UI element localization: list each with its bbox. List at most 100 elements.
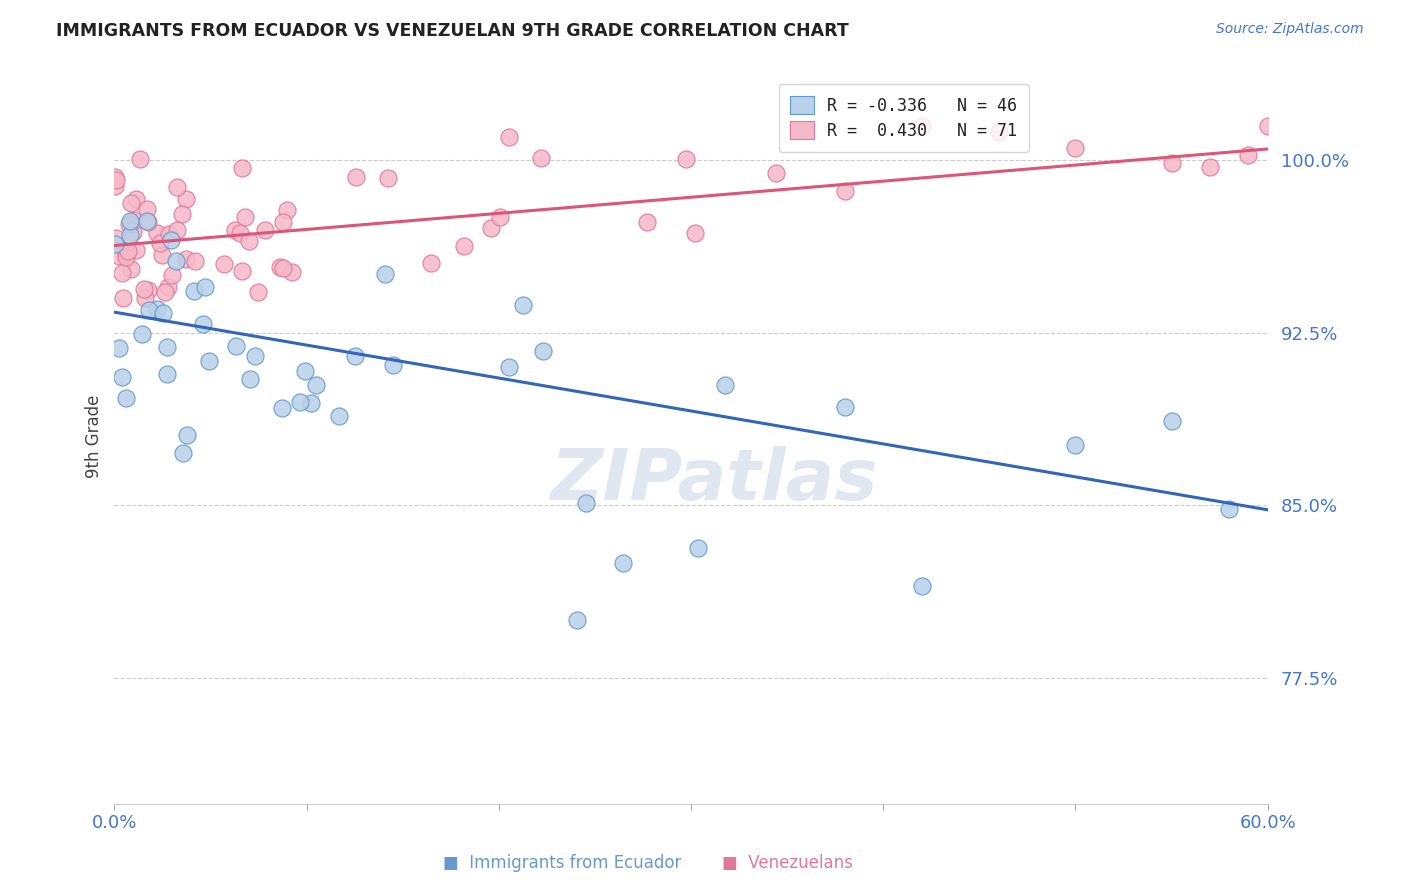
Point bbox=[134, 291, 156, 305]
Point bbox=[479, 221, 502, 235]
Point bbox=[120, 228, 142, 243]
Point bbox=[498, 130, 520, 145]
Point bbox=[374, 267, 396, 281]
Point bbox=[271, 214, 294, 228]
Point bbox=[149, 235, 172, 250]
Text: ZIPatlas: ZIPatlas bbox=[550, 446, 877, 515]
Point bbox=[104, 170, 127, 185]
Point bbox=[305, 378, 328, 392]
Point bbox=[118, 214, 141, 228]
Point bbox=[987, 125, 1010, 139]
Point bbox=[156, 367, 179, 381]
Point bbox=[170, 207, 193, 221]
Point bbox=[183, 284, 205, 298]
Point bbox=[150, 248, 173, 262]
Point bbox=[683, 226, 706, 240]
Point bbox=[269, 260, 291, 275]
Text: ■  Venezuelans: ■ Venezuelans bbox=[721, 855, 853, 872]
Point bbox=[107, 341, 129, 355]
Point bbox=[111, 266, 134, 280]
Point bbox=[197, 353, 219, 368]
Point bbox=[1160, 414, 1182, 428]
Point bbox=[166, 179, 188, 194]
Point bbox=[136, 283, 159, 297]
Point bbox=[138, 302, 160, 317]
Text: ■  Immigrants from Ecuador: ■ Immigrants from Ecuador bbox=[443, 855, 682, 872]
Point bbox=[1237, 148, 1260, 162]
Point bbox=[166, 223, 188, 237]
Point bbox=[174, 192, 197, 206]
Point bbox=[243, 349, 266, 363]
Point bbox=[224, 222, 246, 236]
Point bbox=[122, 225, 145, 239]
Point bbox=[231, 264, 253, 278]
Point bbox=[834, 184, 856, 198]
Point bbox=[108, 249, 131, 263]
Point bbox=[1064, 438, 1087, 452]
Point bbox=[1257, 119, 1279, 133]
Point bbox=[111, 291, 134, 305]
Point bbox=[271, 260, 294, 275]
Point bbox=[530, 151, 553, 165]
Point bbox=[238, 234, 260, 248]
Text: IMMIGRANTS FROM ECUADOR VS VENEZUELAN 9TH GRADE CORRELATION CHART: IMMIGRANTS FROM ECUADOR VS VENEZUELAN 9T… bbox=[56, 22, 849, 40]
Point bbox=[152, 306, 174, 320]
Point bbox=[212, 257, 235, 271]
Legend: R = -0.336   N = 46, R =  0.430   N = 71: R = -0.336 N = 46, R = 0.430 N = 71 bbox=[779, 84, 1029, 152]
Point bbox=[104, 237, 127, 252]
Point bbox=[136, 214, 159, 228]
Point bbox=[911, 579, 934, 593]
Point bbox=[343, 349, 366, 363]
Point bbox=[115, 250, 138, 264]
Point bbox=[271, 401, 294, 415]
Point bbox=[146, 226, 169, 240]
Point bbox=[128, 152, 150, 166]
Point bbox=[159, 233, 181, 247]
Text: Source: ZipAtlas.com: Source: ZipAtlas.com bbox=[1216, 22, 1364, 37]
Point bbox=[153, 285, 176, 300]
Point bbox=[233, 211, 256, 225]
Point bbox=[120, 262, 142, 277]
Point bbox=[531, 344, 554, 359]
Point bbox=[1218, 502, 1240, 516]
Point bbox=[565, 613, 588, 627]
Point bbox=[911, 119, 934, 133]
Point bbox=[247, 285, 270, 299]
Point bbox=[420, 256, 443, 270]
Point bbox=[125, 244, 148, 258]
Point bbox=[765, 166, 787, 180]
Point bbox=[1199, 160, 1222, 174]
Point bbox=[636, 215, 658, 229]
Point bbox=[160, 268, 183, 283]
Point bbox=[290, 395, 312, 409]
Point bbox=[498, 359, 520, 374]
Point bbox=[118, 217, 141, 231]
Point bbox=[239, 372, 262, 386]
Point bbox=[120, 196, 142, 211]
Point bbox=[612, 556, 634, 570]
Point bbox=[115, 246, 138, 260]
Point bbox=[1064, 141, 1087, 155]
Point bbox=[135, 202, 157, 216]
Point bbox=[134, 282, 156, 296]
Point bbox=[489, 210, 512, 224]
Point bbox=[184, 253, 207, 268]
Point bbox=[328, 409, 350, 424]
Point bbox=[1275, 122, 1298, 136]
Point bbox=[122, 213, 145, 227]
Point bbox=[125, 192, 148, 206]
Point bbox=[105, 231, 128, 245]
Point bbox=[156, 340, 179, 354]
Point bbox=[174, 252, 197, 266]
Point bbox=[117, 244, 139, 258]
Point bbox=[193, 280, 215, 294]
Point bbox=[225, 339, 247, 353]
Point bbox=[105, 173, 128, 187]
Y-axis label: 9th Grade: 9th Grade bbox=[86, 394, 103, 478]
Point bbox=[165, 253, 187, 268]
Point bbox=[157, 227, 180, 242]
Point bbox=[344, 170, 367, 185]
Point bbox=[512, 298, 534, 312]
Point bbox=[111, 369, 134, 384]
Point bbox=[675, 152, 697, 166]
